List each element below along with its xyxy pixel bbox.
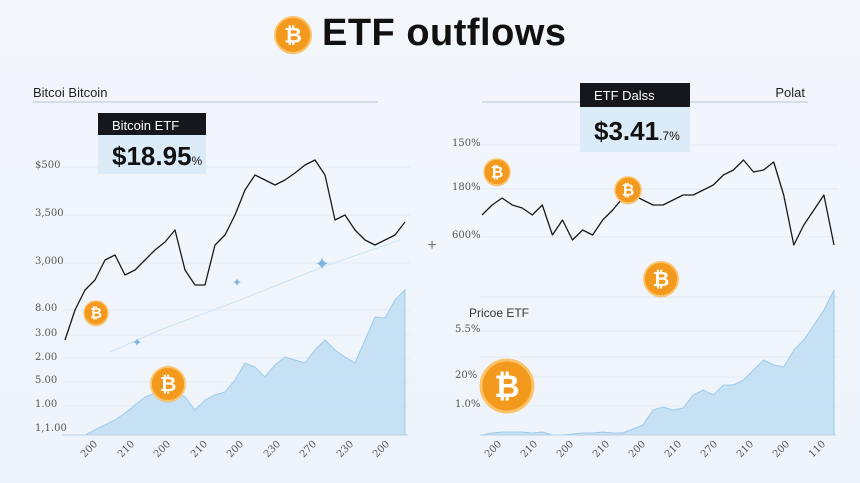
right-sub-title: Pricoe ETF bbox=[469, 306, 530, 320]
bitcoin-coin-icon-glyph: ₿ bbox=[653, 269, 670, 291]
right-y-tick: 5.5% bbox=[455, 324, 481, 335]
bitcoin-coin-icon bbox=[150, 366, 186, 402]
left-flow-area bbox=[65, 288, 406, 436]
sparkle-icon: ✦ bbox=[132, 335, 142, 349]
right-panel-header: Polat bbox=[775, 85, 805, 100]
bitcoin-coin-icon-glyph: ₿ bbox=[494, 369, 519, 404]
bitcoin-coin-icon bbox=[483, 158, 511, 186]
plus-icon: + bbox=[427, 237, 436, 254]
left-badge-value-box: $18.95% bbox=[98, 135, 206, 174]
left-y-tick: 1,1.00 bbox=[35, 423, 67, 434]
left-badge-value: $18.95 bbox=[112, 141, 192, 171]
bitcoin-coin-icon bbox=[614, 176, 642, 204]
left-y-tick: 1.00 bbox=[35, 399, 58, 410]
bitcoin-coin-icon-glyph: ₿ bbox=[622, 181, 635, 199]
right-y-tick: 600% bbox=[452, 230, 481, 241]
right-badge-value: $3.41 bbox=[594, 116, 660, 146]
right-badge-unit: .7% bbox=[659, 129, 680, 143]
left-y-tick: 3,500 bbox=[35, 208, 64, 219]
right-price-line bbox=[481, 159, 835, 246]
right-flow-area bbox=[481, 289, 835, 436]
left-y-tick: 3,000 bbox=[35, 256, 64, 267]
right-badge-value-box: $3.41.7% bbox=[580, 107, 690, 152]
left-y-tick: $500 bbox=[35, 160, 61, 171]
title-bitcoin-icon-glyph: ₿ bbox=[284, 23, 302, 48]
right-badge-label: ETF Dalss bbox=[580, 83, 690, 107]
sparkle-icon: ✦ bbox=[232, 275, 242, 289]
left-price-line bbox=[64, 159, 406, 341]
right-y-tick: 20% bbox=[455, 370, 478, 381]
bitcoin-coin-icon bbox=[83, 300, 109, 326]
left-panel-header: Bitcoi Bitcoin bbox=[33, 85, 108, 100]
sparkle-icon: ✦ bbox=[314, 254, 329, 274]
bitcoin-coin-icon bbox=[479, 358, 535, 414]
bitcoin-coin-icon-glyph: ₿ bbox=[491, 163, 504, 181]
left-y-tick: 3.00 bbox=[35, 328, 58, 339]
left-y-tick: 5.00 bbox=[35, 375, 58, 386]
left-y-tick: 2.00 bbox=[35, 352, 58, 363]
right-y-tick: 180% bbox=[452, 182, 481, 193]
left-y-tick: 8.00 bbox=[35, 303, 58, 314]
right-y-tick: 1.0% bbox=[455, 399, 481, 410]
left-badge-unit: % bbox=[191, 154, 203, 168]
left-badge-label: Bitcoin ETF bbox=[98, 113, 206, 135]
page-title: ETF outflows bbox=[322, 12, 567, 54]
bitcoin-coin-icon bbox=[643, 261, 679, 297]
title-bitcoin-icon bbox=[274, 16, 312, 54]
bitcoin-coin-icon-glyph: ₿ bbox=[90, 306, 102, 322]
right-y-tick: 150% bbox=[452, 138, 481, 149]
left-trend-line bbox=[109, 239, 401, 353]
bitcoin-coin-icon-glyph: ₿ bbox=[160, 374, 177, 396]
